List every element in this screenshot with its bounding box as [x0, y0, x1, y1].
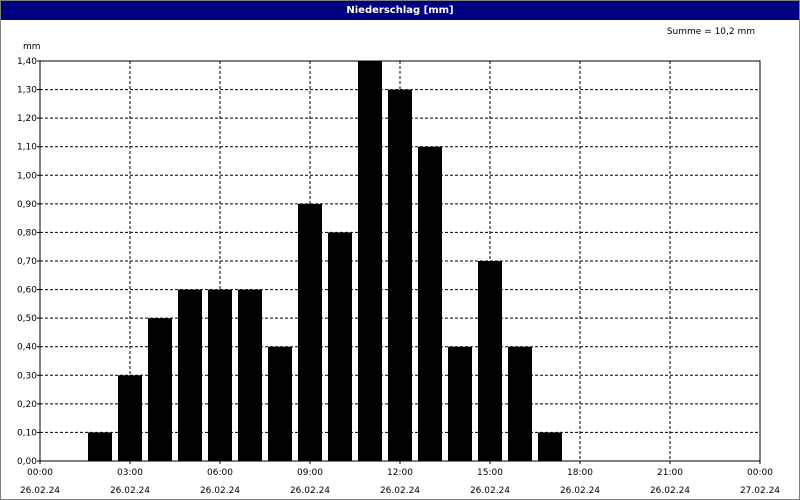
- x-tick-time-label: 03:00: [117, 468, 143, 478]
- bar: [148, 318, 172, 461]
- x-tick-time-label: 15:00: [477, 468, 503, 478]
- x-tick-time-label: 06:00: [207, 468, 233, 478]
- bar: [268, 346, 292, 461]
- y-tick-label: 0,80: [17, 228, 37, 238]
- y-tick-label: 0,50: [17, 314, 37, 324]
- x-tick-date-label: 26.02.24: [290, 486, 330, 496]
- precipitation-chart: 0,00 0,10 0,20 0,30 0,40 0,50 0,60 0,70 0,80 0,90…: [17, 57, 780, 496]
- y-tick-label: 1,30: [17, 86, 37, 96]
- x-tick-time-label: 09:00: [297, 468, 323, 478]
- bar: [418, 146, 442, 461]
- y-tick-label: 1,00: [17, 171, 37, 181]
- y-tick-label: 0,70: [17, 257, 37, 267]
- total-sum-label: Summe = 10,2 mm: [666, 27, 755, 37]
- y-axis-unit: mm: [23, 42, 41, 52]
- bar: [208, 289, 232, 461]
- x-tick-time-label: 21:00: [657, 468, 683, 478]
- x-tick-date-label: 26.02.24: [200, 486, 240, 496]
- y-tick-label: 0,90: [17, 200, 37, 210]
- y-tick-label: 0,30: [17, 371, 37, 381]
- x-tick-date-label: 26.02.24: [560, 486, 600, 496]
- x-tick-date-label: 26.02.24: [20, 486, 60, 496]
- y-tick-label: 0,00: [17, 457, 37, 467]
- x-axis-ticks: 00:00 26.02.24 03:00 26.02.24 06:00 26.02.24 0…: [20, 461, 780, 496]
- bar: [478, 261, 502, 461]
- y-tick-label: 1,20: [17, 114, 37, 124]
- y-tick-label: 0,20: [17, 400, 37, 410]
- y-tick-label: 0,60: [17, 286, 37, 296]
- y-axis-ticks: 0,00 0,10 0,20 0,30 0,40 0,50 0,60 0,70 0,80 0,90…: [17, 57, 40, 467]
- bar: [298, 203, 322, 461]
- y-tick-label: 1,10: [17, 143, 37, 153]
- bar: [118, 375, 142, 461]
- y-tick-label: 0,40: [17, 343, 37, 353]
- window-title: Niederschlag [mm]: [1, 1, 799, 20]
- bar: [238, 289, 262, 461]
- bar: [178, 289, 202, 461]
- bar: [358, 61, 382, 461]
- bar-series: [88, 61, 562, 462]
- x-tick-date-label: 26.02.24: [110, 486, 150, 496]
- bar: [388, 89, 412, 462]
- bar: [88, 432, 112, 461]
- x-tick-time-label: 18:00: [567, 468, 593, 478]
- bar: [538, 432, 562, 461]
- x-tick-date-label: 27.02.24: [740, 486, 780, 496]
- x-tick-date-label: 26.02.24: [380, 486, 420, 496]
- x-tick-time-label: 00:00: [27, 468, 53, 478]
- x-tick-time-label: 00:00: [747, 468, 773, 478]
- bar: [448, 346, 472, 461]
- x-tick-time-label: 12:00: [387, 468, 413, 478]
- bar: [508, 346, 532, 461]
- y-tick-label: 1,40: [17, 57, 37, 67]
- x-tick-date-label: 26.02.24: [650, 486, 690, 496]
- y-tick-label: 0,10: [17, 428, 37, 438]
- bar: [328, 232, 352, 461]
- x-tick-date-label: 26.02.24: [470, 486, 510, 496]
